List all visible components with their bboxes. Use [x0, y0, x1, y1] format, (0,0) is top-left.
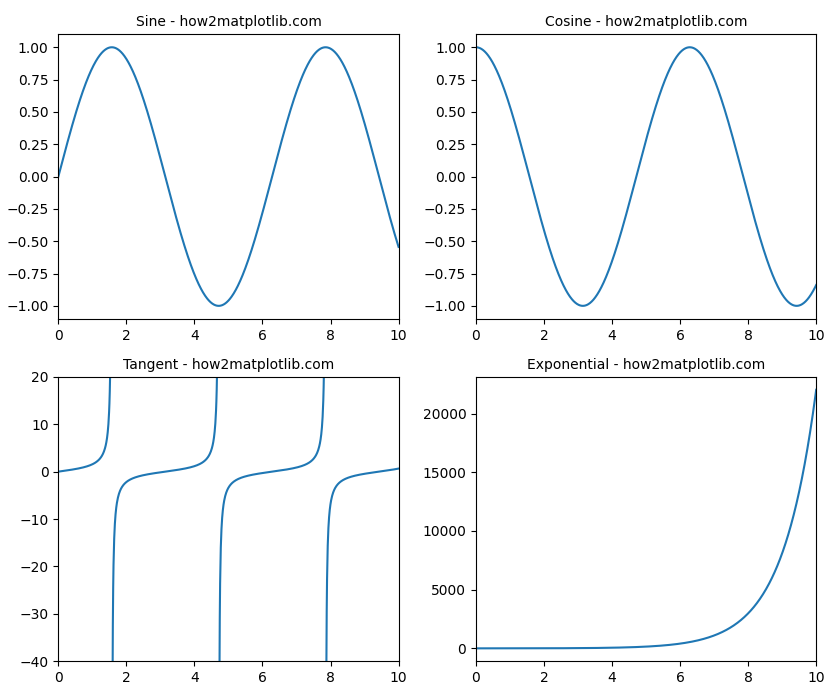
Title: Tangent - how2matplotlib.com: Tangent - how2matplotlib.com	[123, 358, 334, 372]
Title: Sine - how2matplotlib.com: Sine - how2matplotlib.com	[135, 15, 322, 29]
Title: Cosine - how2matplotlib.com: Cosine - how2matplotlib.com	[545, 15, 748, 29]
Title: Exponential - how2matplotlib.com: Exponential - how2matplotlib.com	[527, 358, 765, 372]
